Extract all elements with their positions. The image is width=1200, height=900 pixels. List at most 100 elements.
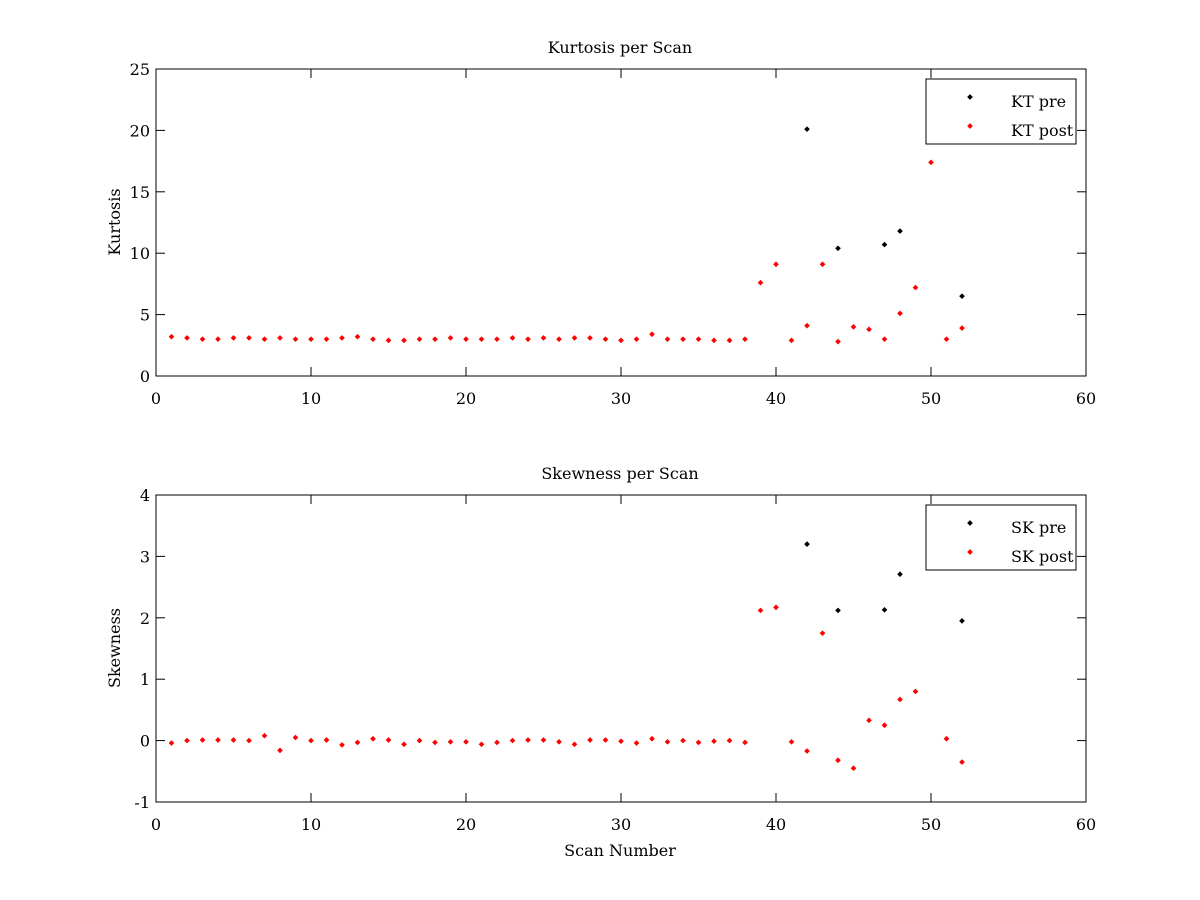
data-point-kt-post xyxy=(850,324,857,330)
skewness-x-tick-label: 0 xyxy=(151,815,161,834)
data-point-kt-pre xyxy=(959,293,965,300)
kurtosis-y-tick-label: 15 xyxy=(130,183,150,202)
data-point-kt-post xyxy=(928,159,934,166)
data-point-sk-post xyxy=(292,734,299,741)
data-point-sk-post xyxy=(308,737,314,744)
data-point-kt-post xyxy=(525,336,531,342)
data-point-kt-post xyxy=(370,336,376,342)
data-point-sk-post xyxy=(540,737,547,743)
data-point-sk-post xyxy=(401,741,407,748)
kurtosis-x-tick-label: 20 xyxy=(456,389,476,408)
data-point-sk-post xyxy=(230,737,237,743)
kurtosis-y-axis-label: Kurtosis xyxy=(105,188,124,255)
data-point-sk-post xyxy=(571,741,578,748)
kurtosis-x-tick-label: 40 xyxy=(766,389,786,408)
kurtosis-y-tick-label: 20 xyxy=(130,121,150,140)
skewness-x-tick-label: 60 xyxy=(1076,815,1096,834)
data-point-kt-post xyxy=(215,336,221,342)
data-point-sk-post xyxy=(835,757,841,764)
skewness-x-tick-label: 20 xyxy=(456,815,476,834)
data-point-sk-post xyxy=(897,696,903,703)
skewness-data-points xyxy=(168,541,965,772)
legend-label-sk-pre: SK pre xyxy=(1011,518,1066,537)
data-point-sk-post xyxy=(664,738,671,745)
data-point-sk-post xyxy=(432,739,438,746)
data-point-kt-post xyxy=(943,336,950,342)
data-point-kt-post xyxy=(199,336,206,342)
data-point-kt-post xyxy=(912,284,919,291)
data-point-sk-post xyxy=(943,735,950,742)
data-point-kt-post xyxy=(184,335,190,341)
skewness-y-tick-label: -1 xyxy=(134,793,150,812)
data-point-kt-post xyxy=(881,336,888,342)
skewness-x-tick-label: 30 xyxy=(611,815,631,834)
data-point-sk-post xyxy=(788,738,795,745)
legend-label-kt-pre: KT pre xyxy=(1011,92,1066,111)
skewness-x-tick-label: 10 xyxy=(301,815,321,834)
data-point-kt-post xyxy=(385,337,392,344)
skewness-y-tick-label: 4 xyxy=(140,486,150,505)
kurtosis-x-tick-label: 50 xyxy=(921,389,941,408)
data-point-kt-post xyxy=(230,335,237,341)
data-point-sk-post xyxy=(215,737,221,743)
data-point-sk-post xyxy=(447,738,454,745)
data-point-kt-post xyxy=(494,336,500,342)
data-point-kt-post xyxy=(711,337,717,344)
data-point-sk-post xyxy=(261,732,268,739)
data-point-sk-post xyxy=(726,737,733,744)
data-point-kt-post xyxy=(602,336,609,342)
data-point-sk-post xyxy=(804,748,810,754)
data-point-kt-post xyxy=(447,335,454,341)
legend-marker-sk-post xyxy=(967,549,973,555)
data-point-sk-post xyxy=(168,740,175,746)
data-point-kt-post xyxy=(788,337,795,344)
kurtosis-x-tick-label: 30 xyxy=(611,389,631,408)
data-point-kt-post xyxy=(323,336,330,342)
legend-marker-kt-pre xyxy=(967,94,973,100)
data-point-kt-post xyxy=(556,336,562,342)
data-point-sk-post xyxy=(757,607,764,614)
skewness-y-tick-label: 3 xyxy=(140,547,150,566)
data-point-sk-post xyxy=(881,722,888,729)
data-point-sk-post xyxy=(354,739,361,746)
data-point-sk-post xyxy=(463,738,469,745)
data-point-sk-post xyxy=(850,765,857,772)
data-point-kt-post xyxy=(509,335,516,341)
kurtosis-axes-frame xyxy=(155,68,1087,377)
data-point-sk-post xyxy=(680,737,686,744)
data-point-kt-pre xyxy=(804,126,810,133)
kurtosis-y-tick-label: 25 xyxy=(130,60,150,79)
data-point-kt-post xyxy=(261,336,268,342)
data-point-sk-post xyxy=(184,737,190,744)
data-point-kt-post xyxy=(804,322,810,329)
data-point-sk-post xyxy=(959,759,965,765)
data-point-kt-pre xyxy=(835,245,841,252)
data-point-kt-post xyxy=(246,335,252,341)
skewness-y-tick-label: 1 xyxy=(140,670,150,689)
data-point-kt-post xyxy=(571,335,578,341)
data-point-kt-post xyxy=(401,337,407,344)
data-point-sk-post xyxy=(633,740,640,746)
data-point-kt-post xyxy=(897,310,903,317)
data-point-kt-post xyxy=(757,279,764,286)
data-point-kt-post xyxy=(959,325,965,331)
data-point-sk-post xyxy=(509,737,516,744)
skewness-x-axis-label: Scan Number xyxy=(564,841,676,860)
data-point-kt-post xyxy=(416,336,423,342)
data-point-kt-post xyxy=(277,335,283,341)
data-point-kt-pre xyxy=(897,228,903,234)
kurtosis-x-tick-label: 60 xyxy=(1076,389,1096,408)
data-point-kt-post xyxy=(726,337,733,344)
data-point-sk-post xyxy=(773,604,779,611)
data-point-kt-post xyxy=(432,336,438,342)
data-point-sk-post xyxy=(819,630,826,636)
data-point-sk-post xyxy=(277,747,283,754)
data-point-sk-post xyxy=(246,737,252,744)
data-point-sk-post xyxy=(339,742,345,748)
kurtosis-y-tick-label: 0 xyxy=(140,367,150,386)
data-point-sk-post xyxy=(385,737,392,743)
data-point-kt-post xyxy=(742,336,748,342)
data-point-kt-post xyxy=(308,336,314,342)
